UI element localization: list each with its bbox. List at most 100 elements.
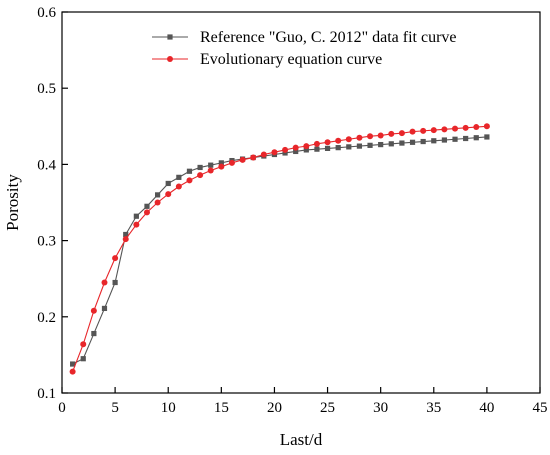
series-line bbox=[72, 136, 487, 365]
data-point bbox=[218, 160, 224, 166]
axis-ticks: 0 5 10 15 20 25 30 35 40 45 0.1 0.2 0.3 0.4 0.5 0.6 bbox=[37, 5, 547, 416]
data-point bbox=[313, 140, 320, 147]
legend-label: Reference "Guo, C. 2012" data fit curve bbox=[200, 29, 457, 46]
data-point bbox=[324, 139, 331, 146]
data-point bbox=[143, 209, 150, 216]
data-point bbox=[112, 255, 119, 262]
data-point bbox=[175, 183, 182, 190]
y-tick-label: 0.5 bbox=[37, 81, 56, 97]
x-tick-label: 30 bbox=[373, 400, 388, 416]
data-point bbox=[483, 123, 490, 130]
data-point bbox=[388, 141, 394, 147]
data-point bbox=[186, 168, 193, 174]
data-point bbox=[314, 146, 320, 152]
data-point bbox=[282, 150, 288, 156]
series-lines bbox=[69, 123, 490, 375]
data-point bbox=[133, 221, 140, 228]
data-point bbox=[293, 148, 299, 155]
data-point bbox=[260, 151, 267, 158]
plot-area-border bbox=[61, 11, 541, 394]
data-point bbox=[473, 124, 480, 131]
data-point bbox=[250, 154, 257, 161]
data-point bbox=[346, 144, 352, 150]
data-point bbox=[144, 203, 150, 209]
data-point bbox=[452, 136, 458, 142]
data-point bbox=[80, 356, 86, 362]
y-tick-label: 0.3 bbox=[37, 234, 56, 250]
data-point bbox=[292, 144, 299, 151]
data-point bbox=[420, 138, 426, 145]
x-tick-label: 45 bbox=[533, 400, 548, 416]
legend-item: Reference "Guo, C. 2012" data fit curve bbox=[152, 29, 457, 46]
data-point bbox=[122, 236, 129, 243]
data-point bbox=[388, 130, 395, 137]
data-point bbox=[367, 142, 373, 148]
data-point bbox=[484, 134, 490, 140]
data-point bbox=[335, 137, 342, 144]
x-tick-label: 25 bbox=[320, 400, 335, 416]
plot-frame bbox=[61, 11, 541, 394]
data-point bbox=[165, 191, 172, 198]
data-point bbox=[441, 126, 448, 133]
x-tick-label: 0 bbox=[58, 400, 66, 416]
data-point bbox=[218, 163, 225, 170]
series-1 bbox=[70, 134, 490, 367]
data-point bbox=[409, 128, 416, 135]
legend-label: Evolutionary equation curve bbox=[200, 51, 382, 68]
x-tick-label: 20 bbox=[267, 400, 282, 416]
data-point bbox=[420, 127, 427, 134]
data-point bbox=[133, 213, 139, 219]
data-point bbox=[101, 279, 108, 286]
x-tick-label: 35 bbox=[426, 400, 441, 416]
legend-marker bbox=[167, 34, 173, 40]
data-point bbox=[356, 143, 363, 149]
data-point bbox=[367, 133, 374, 140]
data-point bbox=[80, 341, 87, 348]
data-point bbox=[208, 162, 214, 168]
series-2 bbox=[69, 123, 490, 375]
data-point bbox=[462, 124, 469, 131]
data-point bbox=[197, 172, 204, 179]
data-point bbox=[154, 199, 161, 206]
data-point bbox=[324, 145, 331, 151]
data-point bbox=[101, 305, 108, 312]
data-point bbox=[356, 134, 363, 141]
data-point bbox=[239, 156, 246, 163]
y-tick-label: 0.1 bbox=[37, 386, 56, 402]
legend-marker bbox=[167, 56, 173, 62]
data-point bbox=[186, 177, 193, 184]
data-point bbox=[409, 139, 416, 145]
x-tick-label: 40 bbox=[479, 400, 494, 416]
legend: Reference "Guo, C. 2012" data fit curve E… bbox=[152, 29, 457, 68]
y-tick-label: 0.2 bbox=[37, 310, 56, 326]
data-point bbox=[430, 127, 437, 134]
x-axis-title: Last/d bbox=[280, 430, 323, 449]
y-tick-label: 0.6 bbox=[37, 5, 56, 21]
y-tick-label: 0.4 bbox=[37, 157, 56, 173]
data-point bbox=[69, 368, 76, 375]
data-point bbox=[155, 192, 161, 198]
data-point bbox=[228, 159, 235, 166]
data-point bbox=[282, 146, 289, 153]
data-point bbox=[303, 143, 310, 150]
data-point bbox=[112, 279, 118, 286]
data-point bbox=[165, 180, 171, 187]
data-point bbox=[431, 138, 437, 144]
y-axis-title: Porosity bbox=[3, 174, 22, 231]
data-point bbox=[345, 136, 352, 143]
data-point bbox=[377, 132, 384, 139]
data-point bbox=[463, 135, 469, 142]
data-point bbox=[473, 135, 479, 141]
data-point bbox=[398, 130, 405, 137]
data-point bbox=[123, 231, 129, 238]
x-tick-label: 15 bbox=[214, 400, 229, 416]
data-point bbox=[452, 125, 459, 132]
data-point bbox=[70, 361, 76, 367]
x-tick-label: 10 bbox=[161, 400, 176, 416]
data-point bbox=[90, 307, 97, 314]
data-point bbox=[303, 147, 309, 153]
data-point bbox=[271, 149, 278, 156]
data-point bbox=[378, 141, 384, 148]
data-point bbox=[197, 164, 203, 171]
